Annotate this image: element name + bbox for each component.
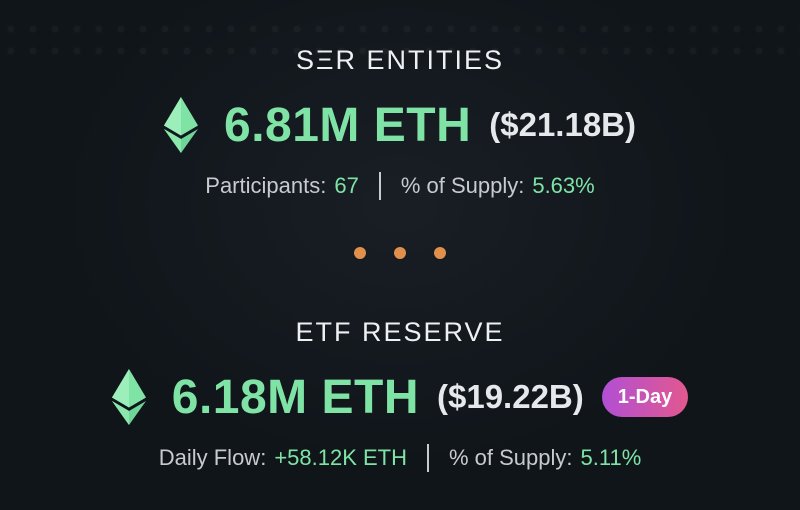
eth-amount: 6.81M ETH xyxy=(224,98,472,152)
section-heading: SΞR ENTITIES xyxy=(295,45,505,75)
timeframe-badge: 1-Day xyxy=(601,377,689,417)
holdings-row: 6.81M ETH ($21.18B) xyxy=(164,90,636,160)
ethereum-icon xyxy=(164,97,198,153)
eth-amount: 6.18M ETH xyxy=(171,370,419,424)
stats-row: Daily Flow: +58.12K ETH % of Supply: 5.1… xyxy=(158,440,642,476)
ethereum-icon xyxy=(111,369,146,425)
usd-amount: ($19.22B) xyxy=(437,378,584,415)
stats-divider xyxy=(427,444,429,472)
dot-icon xyxy=(394,247,406,259)
section-heading: ETF RESERVE xyxy=(295,317,505,347)
supply-value: 5.63% xyxy=(532,173,595,198)
daily-flow-label: Daily Flow: xyxy=(158,445,267,470)
participants-label: Participants: xyxy=(205,173,327,198)
stats-row: Participants: 67 % of Supply: 5.63% xyxy=(205,168,595,204)
separator-dots xyxy=(0,247,800,259)
holdings-row: 6.18M ETH ($19.22B) 1-Day xyxy=(111,362,689,432)
usd-amount: ($21.18B) xyxy=(489,106,636,143)
stats-divider xyxy=(378,172,381,200)
etf-reserve-section: ETF RESERVE 6.18M ETH ($19.22B) 1-Day Da… xyxy=(0,312,800,476)
supply-label: % of Supply: xyxy=(400,173,525,198)
supply-label: % of Supply: xyxy=(449,445,573,470)
supply-value: 5.11% xyxy=(580,445,642,470)
dot-icon xyxy=(434,247,446,259)
participants-value: 67 xyxy=(334,173,359,198)
daily-flow-value: +58.12K ETH xyxy=(274,445,407,470)
dot-icon xyxy=(354,247,366,259)
ser-entities-section: SΞR ENTITIES 6.81M ETH ($21.18B) Partici… xyxy=(0,40,800,204)
